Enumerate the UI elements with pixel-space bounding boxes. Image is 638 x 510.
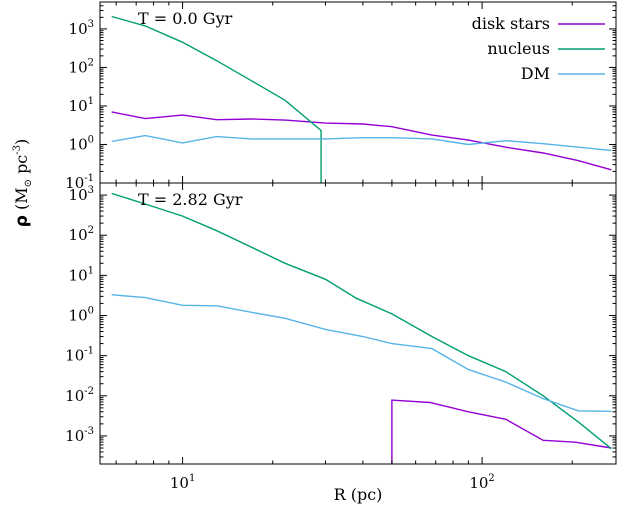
- series-line-nucleus-panel-1: [111, 15, 322, 183]
- x-tick-label: 101: [170, 473, 195, 492]
- x-tick-label: 102: [469, 473, 494, 492]
- series-line-DM-panel-2: [111, 294, 612, 412]
- legend-label-DM: DM: [521, 64, 550, 83]
- x-axis-title: R (pc): [334, 485, 383, 504]
- y-axis-title: ρ (M⊙ pc-3): [12, 139, 34, 228]
- y-tick-label: 100: [69, 306, 94, 325]
- y-tick-label: 10-3: [65, 426, 94, 445]
- series-line-DM-panel-1: [111, 134, 612, 152]
- series-line-disk-stars-panel-2: [391, 399, 612, 464]
- panel-title-2: T = 2.82 Gyr: [138, 190, 243, 209]
- y-tick-label: 100: [69, 134, 94, 153]
- plot-frame-panel-2: [99, 182, 617, 465]
- y-tick-label: 101: [69, 96, 94, 115]
- y-tick-label: 10-1: [65, 173, 94, 192]
- ticks-layer: [100, 1, 616, 465]
- legend-label-nucleus: nucleus: [487, 39, 550, 58]
- y-tick-label: 102: [69, 57, 94, 76]
- y-tick-label: 10-2: [65, 386, 94, 405]
- frames-layer: [99, 1, 617, 465]
- legend-label-disk-stars: disk stars: [472, 14, 550, 33]
- y-tick-label: 103: [69, 185, 94, 204]
- y-tick-label: 10-1: [65, 346, 94, 365]
- series-line-disk-stars-panel-1: [111, 111, 612, 171]
- series-line-nucleus-panel-2: [111, 192, 612, 450]
- y-tick-label: 102: [69, 225, 94, 244]
- text-layer: 10-1 100 101 102 103 T = 0.0 Gyr disk stars nuc…: [12, 9, 605, 504]
- panel-title-1: T = 0.0 Gyr: [138, 9, 233, 28]
- y-tick-label: 101: [69, 265, 94, 284]
- y-tick-label: 103: [69, 19, 94, 38]
- series-layer: [111, 15, 612, 464]
